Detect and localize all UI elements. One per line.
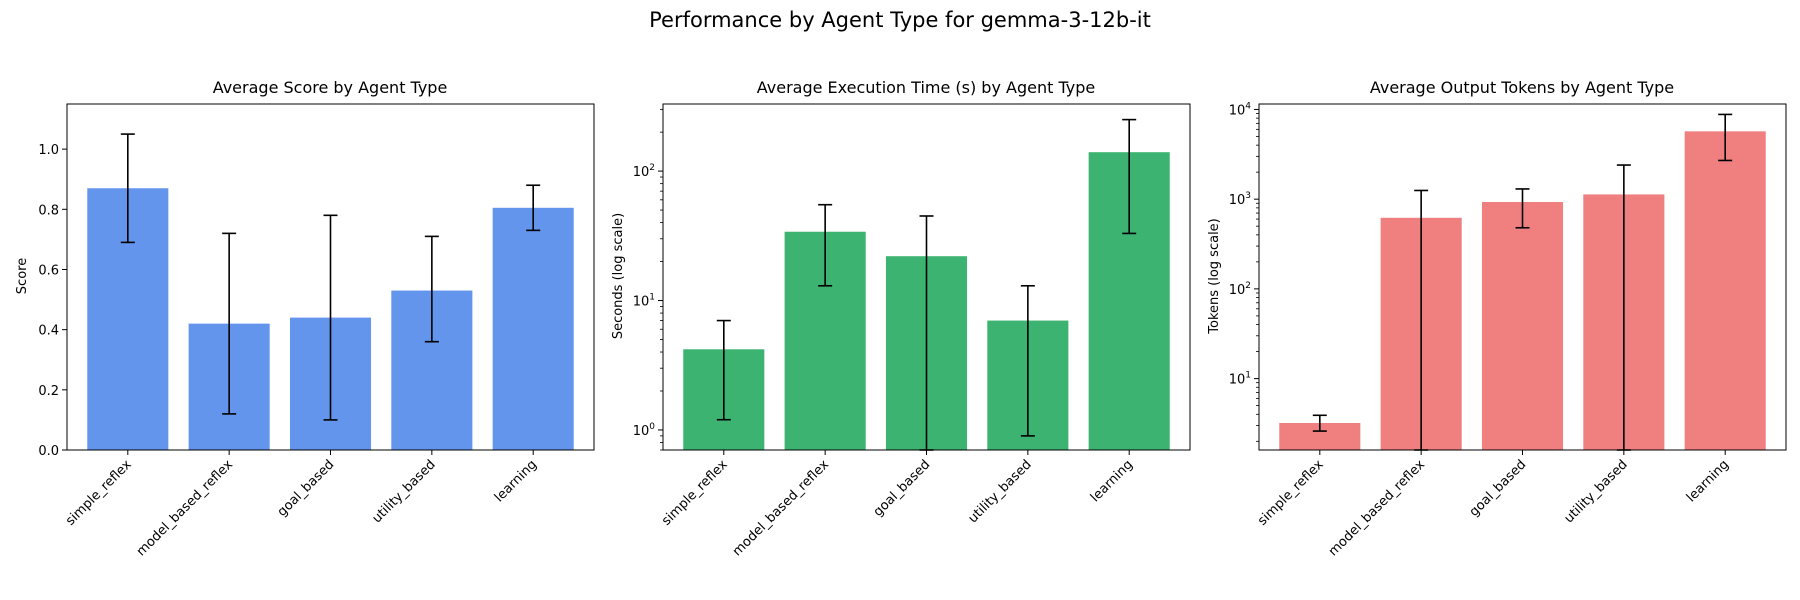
x-tick-label: goal_based [871, 457, 934, 520]
error-bar-utility_based [424, 235, 439, 343]
error-bar-utility_based [1020, 284, 1035, 437]
panel-title: Average Score by Agent Type [213, 78, 448, 97]
error-bar-simple_reflex [120, 133, 135, 244]
y-tick-label: 0.2 [38, 384, 59, 399]
error-bar-simple_reflex [1312, 414, 1327, 432]
error-bar-learning [526, 184, 541, 232]
y-axis-label: Tokens (log scale) [1207, 218, 1222, 334]
error-bar-model_based_reflex [818, 203, 833, 287]
panel-title: Average Execution Time (s) by Agent Type [757, 78, 1095, 97]
error-bar-goal_based [1515, 188, 1530, 229]
x-tick-label: simple_reflex [63, 457, 135, 529]
subplot-execution-time: Average Execution Time (s) by Agent Type… [611, 78, 1191, 559]
subplot-output-tokens: Average Output Tokens by Agent Type Toke… [1207, 78, 1787, 559]
x-tick-label: learning [1088, 457, 1136, 505]
bar-learning [1684, 131, 1766, 450]
x-tick-label: simple_reflex [1255, 457, 1327, 529]
y-tick-label: 101 [1229, 371, 1251, 388]
y-tick-label: 0.8 [38, 203, 59, 218]
y-axis-label: Seconds (log scale) [611, 213, 626, 339]
x-tick-label: model_based_reflex [1326, 457, 1428, 559]
error-bar-learning [1122, 118, 1137, 235]
x-tick-label: goal_based [1467, 457, 1530, 520]
x-tick-label: learning [492, 457, 540, 505]
y-tick-label: 100 [633, 422, 656, 439]
y-tick-label: 102 [1229, 281, 1251, 298]
bar-learning [492, 207, 574, 450]
x-tick-label: utility_based [370, 457, 439, 526]
y-tick-label: 104 [1229, 101, 1252, 118]
y-tick-label: 1.0 [38, 143, 59, 158]
panel-title: Average Output Tokens by Agent Type [1370, 78, 1674, 97]
y-tick-label: 102 [633, 163, 655, 180]
y-tick-label: 103 [1229, 191, 1251, 208]
figure-title: Performance by Agent Type for gemma-3-12… [649, 8, 1151, 32]
x-tick-label: model_based_reflex [730, 457, 832, 559]
error-bar-goal_based [323, 214, 338, 421]
x-tick-label: learning [1684, 457, 1732, 505]
bar-goal_based [1481, 201, 1564, 450]
y-tick-label: 0.4 [38, 324, 59, 339]
y-tick-label: 101 [633, 293, 655, 310]
x-tick-label: utility_based [1562, 457, 1631, 526]
x-tick-label: model_based_reflex [134, 457, 236, 559]
error-bar-model_based_reflex [222, 232, 237, 415]
subplot-score: Average Score by Agent Type Score 0.0 0.2… [15, 78, 595, 559]
y-tick-label: 0.0 [38, 444, 59, 459]
x-tick-label: simple_reflex [659, 457, 731, 529]
error-bar-simple_reflex [716, 319, 731, 421]
x-tick-label: utility_based [966, 457, 1035, 526]
y-tick-label: 0.6 [38, 263, 59, 278]
x-tick-label: goal_based [275, 457, 338, 520]
error-bar-learning [1718, 113, 1733, 162]
y-axis-label: Score [15, 258, 30, 294]
